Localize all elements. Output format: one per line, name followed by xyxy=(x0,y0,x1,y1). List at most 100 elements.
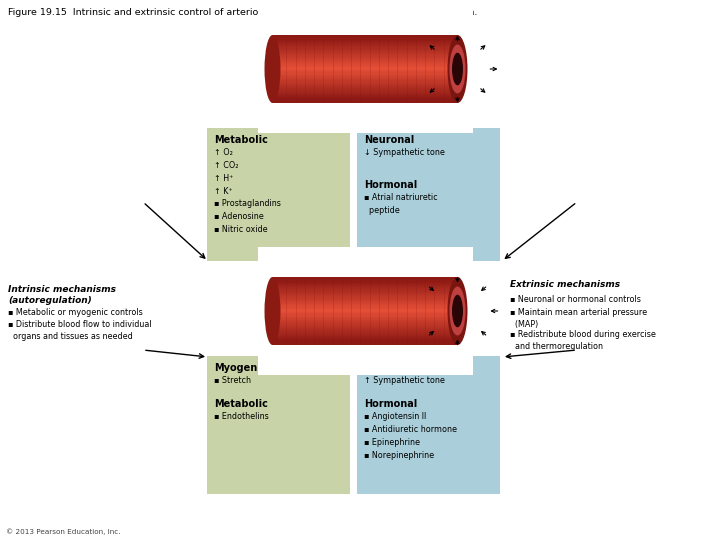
Bar xyxy=(272,69,457,70)
Bar xyxy=(272,292,457,293)
Text: ▪ Atrial natriuretic
  peptide: ▪ Atrial natriuretic peptide xyxy=(364,193,438,215)
Bar xyxy=(272,288,457,289)
Bar xyxy=(272,326,457,327)
Bar xyxy=(272,302,457,303)
Bar xyxy=(272,91,457,92)
Bar xyxy=(272,311,457,312)
FancyBboxPatch shape xyxy=(207,128,350,261)
Bar xyxy=(258,247,472,277)
Bar xyxy=(272,293,457,294)
Ellipse shape xyxy=(448,35,467,103)
Ellipse shape xyxy=(264,35,281,103)
Bar xyxy=(272,63,457,64)
Bar xyxy=(272,48,457,49)
Text: Neuronal: Neuronal xyxy=(364,363,414,373)
Bar xyxy=(272,287,457,288)
Bar xyxy=(258,345,472,375)
Text: Hormonal: Hormonal xyxy=(364,399,418,409)
Bar xyxy=(272,335,457,336)
Bar xyxy=(272,301,457,302)
Bar xyxy=(272,39,457,40)
Bar xyxy=(272,86,457,87)
Bar xyxy=(272,87,457,88)
Bar xyxy=(272,57,457,58)
Bar xyxy=(272,289,457,291)
Bar xyxy=(272,304,457,305)
Bar xyxy=(272,99,457,101)
Bar xyxy=(272,62,457,63)
Bar xyxy=(272,322,457,323)
Bar xyxy=(272,90,457,91)
Bar xyxy=(272,321,457,322)
Bar xyxy=(272,342,457,343)
FancyBboxPatch shape xyxy=(207,356,350,494)
Bar xyxy=(272,323,457,325)
Bar xyxy=(272,76,457,77)
Bar xyxy=(272,78,457,79)
Bar xyxy=(272,325,457,326)
Bar xyxy=(272,333,457,334)
Bar xyxy=(272,279,457,280)
Bar xyxy=(272,50,457,51)
Bar xyxy=(272,60,457,61)
Ellipse shape xyxy=(448,277,467,345)
Bar xyxy=(272,93,457,94)
Bar xyxy=(272,291,457,292)
Bar xyxy=(272,46,457,48)
Text: ▪ Stretch: ▪ Stretch xyxy=(214,376,251,385)
Bar xyxy=(272,67,457,68)
Bar xyxy=(272,310,457,311)
Bar xyxy=(272,52,457,53)
Bar xyxy=(272,308,457,309)
Bar xyxy=(272,42,457,43)
Bar xyxy=(272,82,457,83)
Bar xyxy=(272,92,457,93)
Bar xyxy=(272,64,457,65)
Bar xyxy=(272,295,457,296)
Text: © 2013 Pearson Education, Inc.: © 2013 Pearson Education, Inc. xyxy=(6,528,120,535)
Bar xyxy=(272,294,457,295)
Ellipse shape xyxy=(452,295,463,327)
FancyBboxPatch shape xyxy=(357,356,500,494)
Bar xyxy=(272,35,457,36)
Bar xyxy=(272,316,457,318)
Bar xyxy=(272,286,457,287)
FancyBboxPatch shape xyxy=(357,128,500,261)
Bar xyxy=(272,84,457,85)
Bar xyxy=(272,59,457,60)
Bar xyxy=(272,61,457,62)
Text: ▪ Endothelins: ▪ Endothelins xyxy=(214,412,269,421)
Bar xyxy=(272,318,457,319)
Bar xyxy=(272,75,457,76)
Bar xyxy=(272,330,457,332)
Bar xyxy=(258,5,472,35)
Bar xyxy=(272,319,457,320)
Bar xyxy=(272,102,457,103)
Bar xyxy=(272,37,457,38)
Text: Vasoconstrictors: Vasoconstrictors xyxy=(312,265,398,275)
Bar xyxy=(272,58,457,59)
Bar xyxy=(272,40,457,42)
Text: ▪ Distribute blood flow to individual
  organs and tissues as needed: ▪ Distribute blood flow to individual or… xyxy=(8,320,152,341)
Bar xyxy=(272,71,457,72)
Bar xyxy=(272,281,457,282)
Text: ▪ Angiotensin II
▪ Antidiuretic hormone
▪ Epinephrine
▪ Norepinephrine: ▪ Angiotensin II ▪ Antidiuretic hormone … xyxy=(364,412,457,460)
Bar xyxy=(272,298,457,299)
Bar xyxy=(272,49,457,50)
Bar xyxy=(272,315,457,316)
Bar xyxy=(272,96,457,97)
Bar xyxy=(272,53,457,54)
Text: Neuronal: Neuronal xyxy=(364,135,414,145)
Bar xyxy=(272,284,457,285)
Text: Hormonal: Hormonal xyxy=(364,180,418,190)
Text: Vasodilators: Vasodilators xyxy=(323,22,387,32)
Bar xyxy=(272,340,457,342)
Bar xyxy=(272,313,457,314)
Bar xyxy=(272,51,457,52)
Bar xyxy=(272,343,457,344)
Bar xyxy=(272,44,457,45)
Bar xyxy=(272,65,457,67)
Ellipse shape xyxy=(452,53,463,85)
Bar xyxy=(258,103,472,133)
Text: ▪ Neuronal or hormonal controls: ▪ Neuronal or hormonal controls xyxy=(510,295,641,304)
